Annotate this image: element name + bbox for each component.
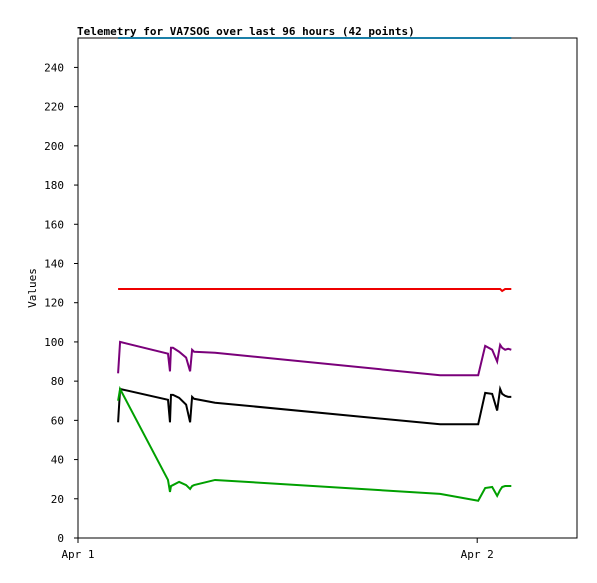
series-line	[117, 385, 512, 426]
y-tick-label: 160	[44, 218, 64, 231]
y-tick-label: 100	[44, 336, 64, 349]
series-line	[118, 287, 512, 293]
chart-title: Telemetry for VA7SOG over last 96 hours …	[77, 25, 415, 38]
y-tick-label: 80	[51, 375, 64, 388]
x-tick-label: Apr 2	[461, 548, 494, 561]
y-tick-label: 140	[44, 257, 64, 270]
series-line	[117, 385, 512, 502]
y-tick-label: 0	[57, 532, 64, 545]
y-tick-label: 60	[51, 414, 64, 427]
y-axis-label: Values	[26, 268, 39, 308]
y-tick-label: 40	[51, 454, 64, 467]
series-line	[117, 340, 512, 377]
x-tick-label: Apr 1	[61, 548, 94, 561]
y-tick-label: 20	[51, 493, 64, 506]
y-tick-label: 220	[44, 101, 64, 114]
y-tick-label: 200	[44, 140, 64, 153]
y-tick-label: 180	[44, 179, 64, 192]
y-tick-label: 120	[44, 297, 64, 310]
y-tick-label: 240	[44, 61, 64, 74]
